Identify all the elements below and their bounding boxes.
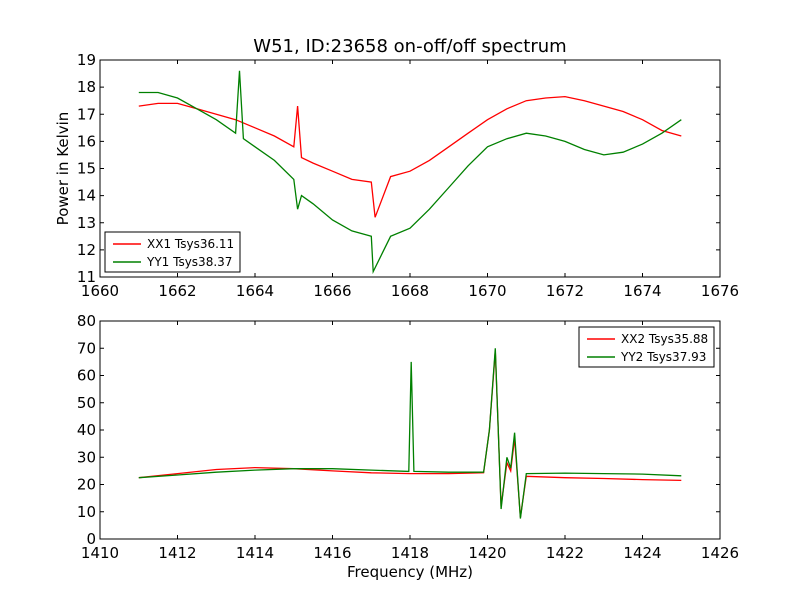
y-tick-label: 30 [77, 448, 96, 466]
y-tick-label: 10 [77, 503, 96, 521]
legend: XX1 Tsys36.11 YY1 Tsys38.37 [104, 231, 241, 273]
y-tick-label: 15 [77, 160, 96, 178]
y-tick-label: 0 [86, 530, 96, 548]
x-tick-label: 1420 [468, 544, 506, 562]
y-tick-label: 50 [77, 394, 96, 412]
y-tick-label: 18 [77, 78, 96, 96]
y-tick-label: 14 [77, 187, 96, 205]
legend-label-1: XX1 Tsys36.11 [147, 237, 234, 251]
x-tick-label: 1414 [236, 544, 274, 562]
x-tick-label: 1674 [623, 282, 661, 300]
legend-label-1: XX2 Tsys35.88 [621, 332, 708, 346]
x-tick-label: 1660 [81, 282, 119, 300]
y-tick-label: 80 [77, 312, 96, 330]
x-tick-label: 1412 [158, 544, 196, 562]
y-tick-label: 11 [77, 268, 96, 286]
x-tick-label: 1662 [158, 282, 196, 300]
y-tick-label: 19 [77, 51, 96, 69]
legend-box [104, 231, 241, 273]
series-line-1 [138, 95, 682, 218]
x-tick-label: 1668 [391, 282, 429, 300]
plot-2: 1410 1412 1414 1416 1418 1420 1422 1424 1426 0 10 2… [77, 312, 739, 581]
y-tick-label: 16 [77, 132, 96, 150]
x-axis-label: Frequency (MHz) [347, 563, 473, 581]
x-tick-label: 1670 [468, 282, 506, 300]
y-tick-label: 12 [77, 241, 96, 259]
x-tick-label: 1410 [81, 544, 119, 562]
x-tick-label: 1666 [313, 282, 351, 300]
x-tick-label: 1418 [391, 544, 429, 562]
x-tick-label: 1664 [236, 282, 274, 300]
legend-box [578, 326, 715, 368]
y-tick-label: 17 [77, 105, 96, 123]
plot-1: 1660 1662 1664 1666 1668 1670 1672 1674 1676 11 12… [54, 36, 739, 300]
series-line-2 [138, 70, 682, 275]
x-tick-label: 1672 [546, 282, 584, 300]
y-tick-label: 40 [77, 421, 96, 439]
y-tick-label: 13 [77, 214, 96, 232]
y-axis-label: Power in Kelvin [54, 112, 72, 226]
x-tick-label: 1424 [623, 544, 661, 562]
x-tick-label: 1422 [546, 544, 584, 562]
y-tick-label: 20 [77, 476, 96, 494]
x-tick-label: 1676 [701, 282, 739, 300]
x-tick-label: 1416 [313, 544, 351, 562]
legend: XX2 Tsys35.88 YY2 Tsys37.93 [578, 326, 715, 368]
legend-label-2: YY2 Tsys37.93 [620, 350, 706, 364]
legend-label-2: YY1 Tsys38.37 [146, 255, 232, 269]
series-line-2 [138, 348, 682, 519]
chart-title: W51, ID:23658 on-off/off spectrum [253, 36, 566, 57]
y-tick-label: 70 [77, 339, 96, 357]
y-tick-label: 60 [77, 367, 96, 385]
x-tick-label: 1426 [701, 544, 739, 562]
